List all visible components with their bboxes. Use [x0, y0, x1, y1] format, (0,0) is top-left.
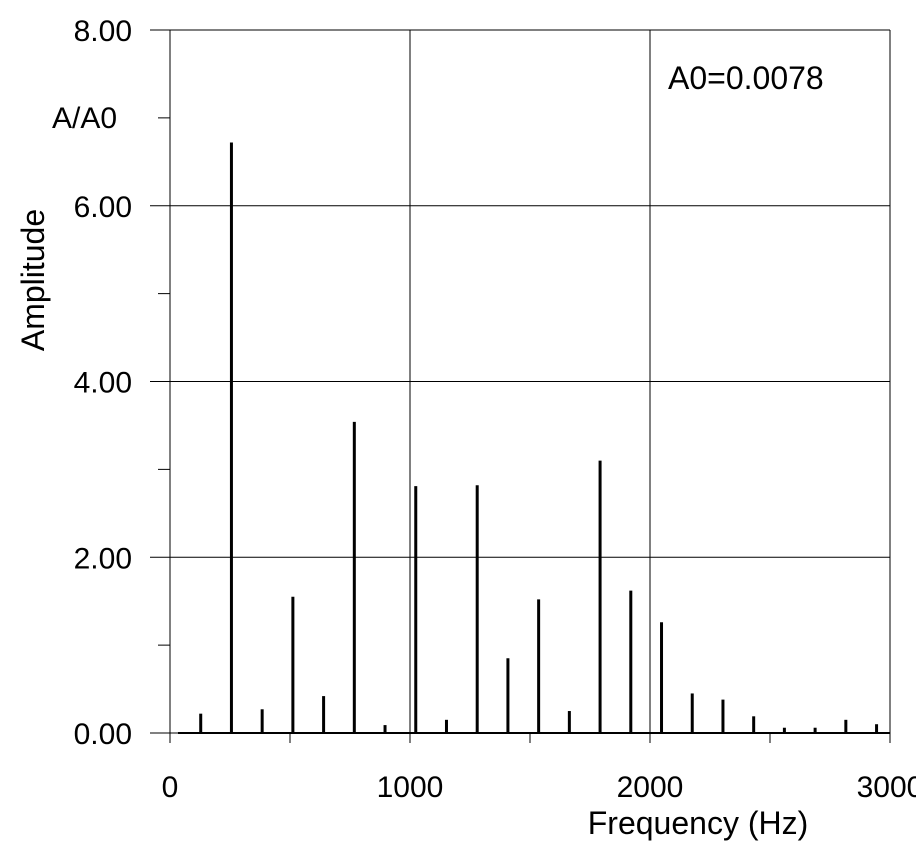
y-tick-label-3: 6.00 [74, 191, 132, 224]
x-tick-labels: 0 1000 2000 3000 [162, 771, 916, 804]
y-tick-label-2: 4.00 [74, 367, 132, 400]
y-tick-label-1: 2.00 [74, 542, 132, 575]
x-axis-title: Frequency (Hz) [588, 805, 809, 841]
y-tick-label-4: 8.00 [74, 15, 132, 48]
minor-tick-marks [158, 117, 771, 743]
grid [150, 29, 891, 743]
spectral-lines [199, 142, 879, 733]
x-tick-label-3: 3000 [857, 771, 916, 804]
y-tick-labels: 0.00 2.00 4.00 6.00 8.00 [74, 15, 132, 751]
y-unit-label: A/A0 [52, 102, 117, 135]
x-tick-label-2: 2000 [617, 771, 684, 804]
y-axis-title: Amplitude [15, 209, 51, 351]
x-tick-label-1: 1000 [377, 771, 444, 804]
y-tick-label-0: 0.00 [74, 718, 132, 751]
a0-annotation: A0=0.0078 [668, 60, 824, 96]
x-tick-label-0: 0 [162, 771, 179, 804]
